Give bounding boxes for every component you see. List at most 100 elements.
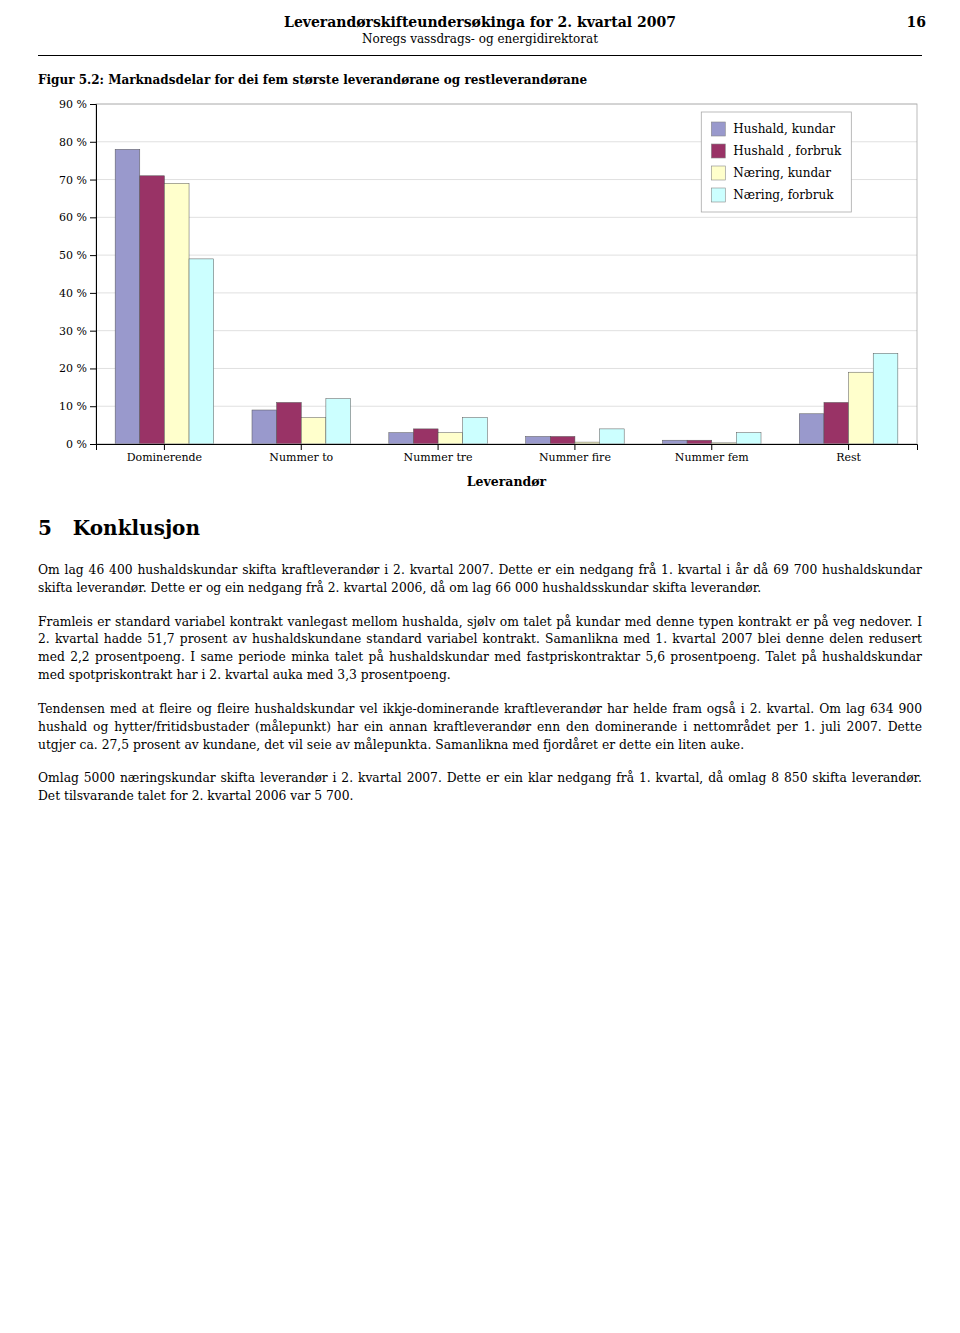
tick: Nummer fire — [539, 444, 611, 464]
tick-mark — [90, 368, 96, 369]
bar — [189, 259, 214, 444]
bar — [277, 402, 302, 444]
tick: 80 % — [59, 136, 96, 149]
paragraph: Omlag 5000 næringskundar skifta leverand… — [38, 770, 922, 806]
paragraph: Tendensen med at fleire og fleire hushal… — [38, 701, 922, 754]
tick: 30 % — [59, 325, 96, 338]
bar — [873, 353, 898, 444]
body-text: 5 Konklusjon Om lag 46 400 hushaldskunda… — [0, 516, 960, 806]
legend-swatch — [711, 122, 725, 136]
tick: 10 % — [59, 400, 96, 413]
tick-mark — [301, 444, 302, 450]
bar — [687, 440, 712, 444]
grid-line — [96, 330, 917, 331]
tick-mark — [90, 180, 96, 181]
bar-series — [164, 183, 873, 444]
bar — [413, 429, 438, 444]
legend-item: Hushald, kundar — [711, 122, 835, 136]
tick-mark — [90, 331, 96, 332]
legend-swatch — [711, 188, 725, 202]
chart: Figur 5.2: Marknadsdelar for dei fem stø… — [0, 70, 960, 500]
tick-mark — [90, 104, 96, 105]
tick-label: Nummer fem — [675, 451, 749, 464]
header-rule — [38, 55, 922, 56]
bar — [164, 183, 189, 444]
paragraphs: Om lag 46 400 hushaldskundar skifta kraf… — [38, 562, 922, 806]
bar-series — [140, 176, 849, 444]
tick-label: 60 % — [59, 211, 87, 224]
bar — [115, 149, 140, 444]
tick-mark — [90, 444, 96, 445]
tick: Rest — [836, 444, 861, 464]
axis-line — [90, 105, 97, 445]
grid-line — [96, 292, 917, 293]
paragraph: Om lag 46 400 hushaldskundar skifta kraf… — [38, 562, 922, 598]
grid — [96, 104, 917, 444]
tick: Nummer tre — [404, 444, 473, 464]
grid-line — [96, 406, 917, 407]
axis-line — [97, 445, 918, 451]
legend-label: Hushald , forbruk — [733, 144, 842, 158]
bar — [849, 372, 874, 444]
tick-mark — [164, 444, 165, 450]
section-title: 5 Konklusjon — [38, 516, 922, 540]
tick: 90 % — [59, 98, 96, 111]
header: Leverandørskifteundersøkinga for 2. kvar… — [0, 0, 960, 56]
tick-mark — [438, 444, 439, 450]
bars — [115, 149, 898, 444]
tick-mark — [90, 293, 96, 294]
x-axis: Dominerende Nummer to Nummer tre Nummer fir… — [97, 444, 918, 464]
legend-label: Næring, forbruk — [733, 188, 834, 202]
tick-label: 0 % — [66, 438, 87, 451]
bar — [389, 433, 414, 444]
tick-label: 90 % — [59, 98, 87, 111]
bar — [662, 440, 687, 444]
tick-mark — [90, 217, 96, 218]
tick: Nummer fem — [675, 444, 749, 464]
tick-label: Nummer tre — [404, 451, 473, 464]
bar — [326, 399, 351, 444]
tick-label: 80 % — [59, 136, 87, 149]
tick: 70 % — [59, 174, 96, 187]
paragraph: Framleis er standard variabel kontrakt v… — [38, 614, 922, 685]
bar — [799, 414, 824, 444]
legend-item: Næring, kundar — [711, 166, 831, 180]
tick-label: Dominerende — [127, 451, 202, 464]
bar — [252, 410, 277, 444]
tick-label: Rest — [836, 451, 861, 464]
tick-label: 50 % — [59, 249, 87, 262]
bar — [550, 436, 575, 444]
tick-mark — [90, 406, 96, 407]
bar — [140, 176, 165, 444]
tick-label: 40 % — [59, 287, 87, 300]
grid-line — [96, 217, 917, 218]
tick-mark — [574, 444, 575, 450]
tick-label: Nummer to — [269, 451, 333, 464]
tick: 20 % — [59, 362, 96, 375]
header-subtitle: Noregs vassdrags- og energidirektorat — [0, 32, 960, 46]
bar — [824, 402, 849, 444]
bar-series — [115, 149, 824, 444]
grid-line — [96, 255, 917, 256]
legend-label: Næring, kundar — [733, 166, 831, 180]
tick: 40 % — [59, 287, 96, 300]
tick: 50 % — [59, 249, 96, 262]
tick-label: 30 % — [59, 325, 87, 338]
legend-frame — [701, 112, 851, 212]
legend-label: Hushald, kundar — [733, 122, 835, 136]
bar — [736, 433, 761, 444]
tick-mark — [711, 444, 712, 450]
tick: 0 % — [66, 438, 96, 451]
chart-title: Figur 5.2: Marknadsdelar for dei fem stø… — [38, 73, 588, 87]
tick-label: 20 % — [59, 362, 87, 375]
bar-series — [189, 259, 898, 444]
tick-mark — [90, 255, 96, 256]
tick: Dominerende — [127, 444, 202, 464]
legend-swatch — [711, 166, 725, 180]
tick-mark — [90, 142, 96, 143]
legend: Hushald, kundar Hushald , forbruk Næring, … — [701, 112, 851, 212]
x-axis-title: Leverandør — [467, 474, 547, 489]
bar — [301, 418, 326, 444]
legend-item: Hushald , forbruk — [711, 144, 842, 158]
tick-label: 70 % — [59, 174, 87, 187]
